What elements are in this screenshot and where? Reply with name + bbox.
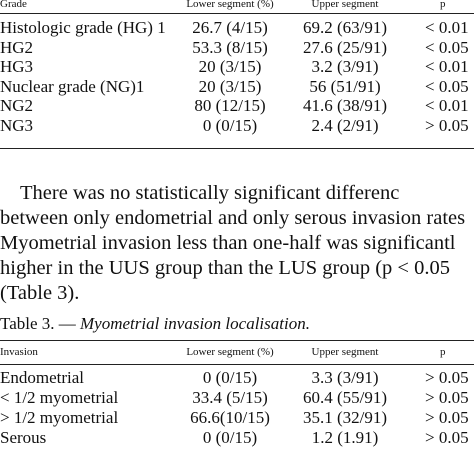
table-cell: > 0.05 [425, 428, 469, 447]
table-cell: 27.6 (25/91) [302, 37, 388, 57]
text-line: Myometrial invasion less than one-half w… [0, 232, 456, 254]
text-line: (Table 3). [0, 282, 80, 304]
table-cell: 56 (51/91) [309, 76, 381, 96]
table-cell: 41.6 (38/91) [302, 96, 388, 116]
table-cell: > 0.05 [425, 388, 469, 407]
table-cell: < 0.05 [425, 37, 469, 57]
rule [0, 148, 474, 149]
header-cell: Upper segment [311, 0, 379, 10]
table-cell: NG2 [0, 96, 34, 116]
table-cell: > 0.05 [425, 368, 469, 387]
table-cell: > 0.05 [425, 116, 469, 135]
table-caption: Table 3. — Myometrial invasion localisat… [0, 314, 310, 334]
text-line: between only endometrial and only serous… [0, 207, 466, 229]
header-cell: Lower segment (%) [186, 0, 274, 10]
table-cell: 60.4 (55/91) [302, 388, 388, 407]
header-cell: p [440, 0, 446, 10]
table-cell: 2.4 (2/91) [311, 116, 379, 135]
table-cell: 66.6(10/15) [190, 408, 270, 427]
caption-title: Myometrial invasion localisation. [80, 314, 310, 333]
text-line: higher in the UUS group than the LUS gro… [0, 257, 450, 279]
table-cell: NG3 [0, 116, 34, 135]
table-cell: 53.3 (8/15) [192, 37, 268, 57]
table-cell: < 0.01 [425, 57, 469, 77]
header-cell: Invasion [0, 346, 38, 358]
rule [0, 13, 474, 14]
table-cell: 20 (3/15) [198, 76, 262, 96]
table-cell: < 0.05 [425, 76, 469, 96]
caption-label: Table 3. — [0, 314, 76, 333]
table-cell: > 0.05 [425, 408, 469, 427]
table-cell: 3.3 (3/91) [311, 368, 379, 387]
text-line: There was no statistically significant d… [20, 182, 400, 204]
header-cell: Lower segment (%) [186, 346, 274, 358]
header-cell: Grade [0, 0, 27, 10]
table-cell: 26.7 (4/15) [192, 18, 268, 37]
table-cell: HG3 [0, 57, 34, 77]
rule [0, 364, 474, 365]
table-cell: Nuclear grade (NG)1 [0, 76, 145, 96]
table-cell: 3.2 (3/91) [311, 57, 379, 77]
table-cell: 0 (0/15) [202, 368, 258, 387]
rule [0, 340, 474, 341]
table-cell: 0 (0/15) [202, 116, 258, 135]
table-cell: 69.2 (63/91) [302, 18, 388, 37]
table-cell: < 0.01 [425, 96, 469, 116]
table-cell: > 1/2 myometrial [0, 408, 119, 427]
table-cell: 33.4 (5/15) [192, 388, 268, 407]
table-cell: 0 (0/15) [202, 428, 258, 447]
table-cell: < 0.01 [425, 18, 469, 37]
table-cell: Serous [0, 428, 47, 447]
table-cell: HG2 [0, 37, 34, 57]
table-cell: Histologic grade (HG) 1 [0, 18, 166, 37]
header-cell: p [440, 346, 446, 358]
table-cell: 20 (3/15) [198, 57, 262, 77]
table-cell: 80 (12/15) [194, 96, 266, 116]
header-cell: Upper segment [311, 346, 379, 358]
table-cell: < 1/2 myometrial [0, 388, 119, 407]
table-cell: Endometrial [0, 368, 85, 387]
table-cell: 35.1 (32/91) [302, 408, 388, 427]
table-cell: 1.2 (1.91) [311, 428, 379, 447]
